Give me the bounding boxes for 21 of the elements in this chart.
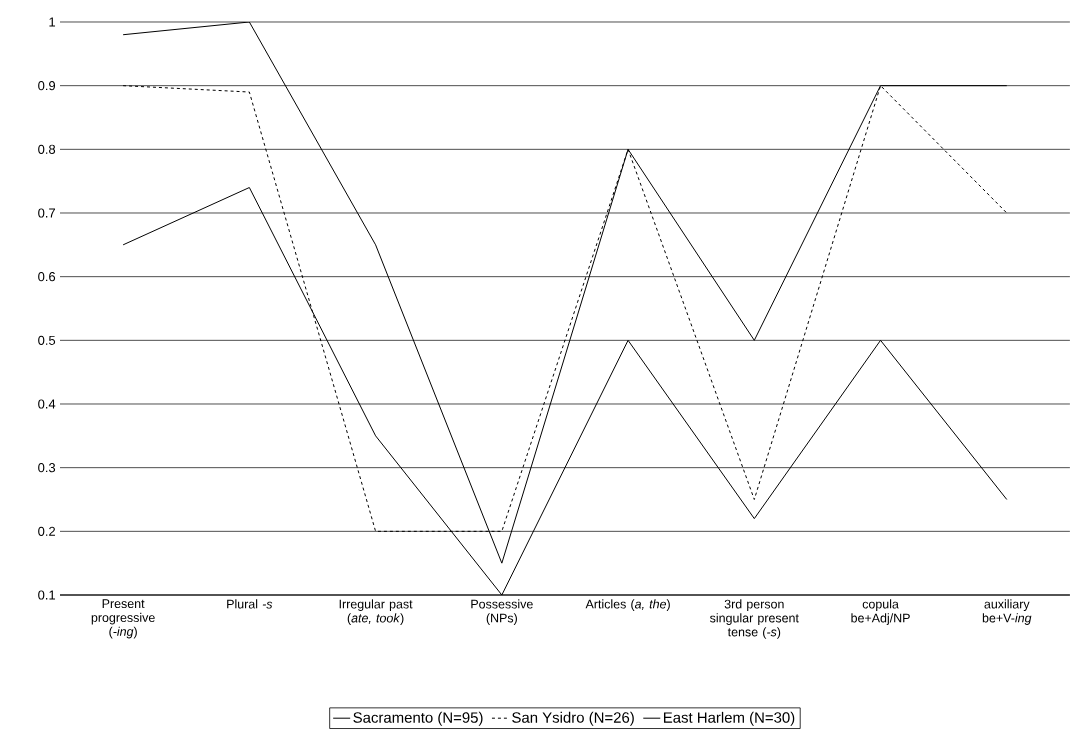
y-tick-label: 1 <box>49 17 56 27</box>
y-tick-label: 0.3 <box>38 463 56 473</box>
x-tick-label: Present progressive (-ing) <box>91 599 155 639</box>
x-tick-label: copula be+Adj/NP <box>851 599 910 625</box>
legend-label: East Harlem (N=30) <box>663 711 795 726</box>
y-tick-label: 0.8 <box>38 144 56 154</box>
x-tick-label: Plural -s <box>227 599 273 609</box>
y-tick-label: 0.7 <box>38 208 55 218</box>
y-tick-label: 0.9 <box>38 81 56 91</box>
y-tick-label: 0.2 <box>38 526 55 536</box>
y-tick-label: 0.4 <box>38 399 56 409</box>
y-tick-label: 0.6 <box>38 272 56 282</box>
y-tick-label: 0.5 <box>38 335 56 345</box>
x-tick-label: Articles (a, the) <box>585 599 670 611</box>
x-tick-label: Irregular past (ate, took) <box>339 599 413 625</box>
y-tick-label: 0.1 <box>38 590 56 600</box>
x-tick-label: 3rd person singular present tense (-s) <box>710 599 799 639</box>
x-tick-label: Possessive (NPs) <box>471 599 533 625</box>
legend-label: San Ysidro (N=26) <box>512 711 634 726</box>
legend-label: Sacramento (N=95) <box>353 711 483 726</box>
x-tick-label: auxiliary be+V-ing <box>982 599 1032 625</box>
